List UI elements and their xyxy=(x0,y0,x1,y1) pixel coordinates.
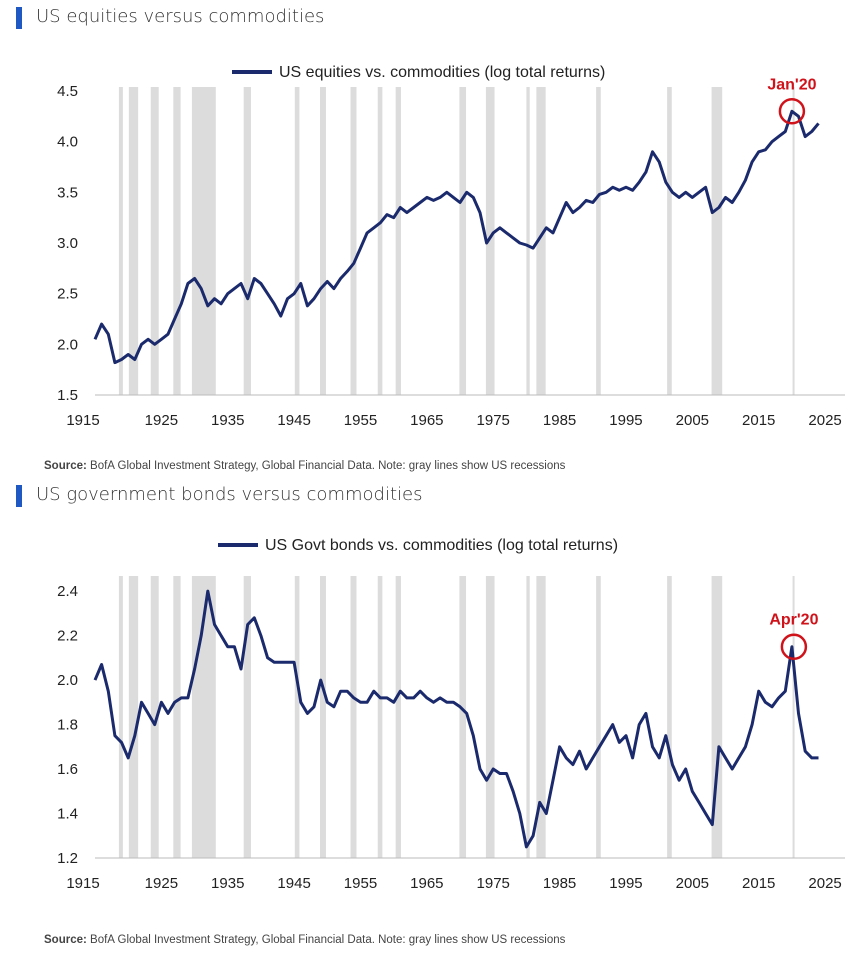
recession-band xyxy=(377,576,383,858)
source-text: BofA Global Investment Strategy, Global … xyxy=(90,934,566,946)
x-tick-label: 1945 xyxy=(277,875,310,892)
panel2-header-text: US government bonds versus commodities xyxy=(36,484,423,505)
y-tick-label: 3.5 xyxy=(57,184,78,201)
panel2-header: US government bonds versus commodities xyxy=(16,484,423,507)
recession-band xyxy=(118,87,123,395)
y-tick-label: 1.8 xyxy=(57,717,78,734)
x-tick-label: 2005 xyxy=(676,875,709,892)
recession-band xyxy=(526,576,530,858)
y-tick-label: 4.0 xyxy=(57,134,78,151)
x-tick-label: 1995 xyxy=(609,412,642,429)
x-tick-label: 1965 xyxy=(410,875,443,892)
x-tick-label: 2005 xyxy=(676,412,709,429)
recession-band xyxy=(150,576,159,858)
recession-band xyxy=(118,576,123,858)
y-tick-label: 2.4 xyxy=(57,583,78,600)
recession-band xyxy=(128,576,139,858)
annotation-label: Apr'20 xyxy=(769,612,818,629)
y-tick-label: 2.2 xyxy=(57,628,78,645)
annotation-circle xyxy=(778,98,806,125)
x-tick-label: 1955 xyxy=(344,875,377,892)
panel1-header-text: US equities versus commodities xyxy=(36,6,325,27)
x-tick-label: 1925 xyxy=(145,412,178,429)
series-line xyxy=(93,109,820,365)
x-tick-label: 1985 xyxy=(543,875,576,892)
legend-label: US Govt bonds vs. commodities (log total… xyxy=(265,537,618,554)
source-label: Source: xyxy=(44,934,87,946)
y-tick-label: 2.0 xyxy=(57,672,78,689)
recession-band xyxy=(596,576,601,858)
x-tick-label: 1965 xyxy=(410,412,443,429)
x-tick-label: 1935 xyxy=(211,875,244,892)
recession-band xyxy=(459,576,467,858)
y-tick-label: 1.4 xyxy=(57,806,78,823)
recession-band xyxy=(526,87,530,395)
x-tick-label: 1925 xyxy=(145,875,178,892)
annotation-circle xyxy=(780,633,808,660)
recession-band xyxy=(536,87,546,395)
y-tick-label: 2.5 xyxy=(57,286,78,303)
y-tick-label: 3.0 xyxy=(57,235,78,252)
recession-band xyxy=(128,87,139,395)
x-tick-label: 1995 xyxy=(609,875,642,892)
recession-band xyxy=(667,576,672,858)
recession-band xyxy=(536,576,546,858)
recession-band xyxy=(243,576,251,858)
panel2-source: Source: BofA Global Investment Strategy,… xyxy=(44,934,565,946)
source-label: Source: xyxy=(44,460,87,472)
recession-band xyxy=(350,87,357,395)
recession-band xyxy=(667,87,672,395)
x-tick-label: 1955 xyxy=(344,412,377,429)
recession-band xyxy=(320,576,326,858)
x-tick-label: 1975 xyxy=(477,875,510,892)
recession-band xyxy=(485,87,495,395)
y-tick-label: 1.6 xyxy=(57,761,78,778)
equities-commodities-chart: 1.5 2.0 2.5 3.0 3.5 4.0 4.5 1915 1925 1935 1945 195… xyxy=(57,64,845,429)
annotation-label: Jan'20 xyxy=(767,76,816,93)
recession-band xyxy=(792,87,795,395)
recession-band xyxy=(350,576,357,858)
recession-band xyxy=(191,87,216,395)
recession-band xyxy=(294,87,300,395)
panel1-source: Source: BofA Global Investment Strategy,… xyxy=(44,460,565,472)
recession-band xyxy=(173,87,181,395)
recession-band xyxy=(711,576,723,858)
x-tick-label: 2025 xyxy=(808,412,841,429)
source-text: BofA Global Investment Strategy, Global … xyxy=(90,460,566,472)
bonds-commodities-chart: 1.2 1.4 1.6 1.8 2.0 2.2 2.4 1915 1925 1935 1945 195… xyxy=(57,537,845,892)
recession-band xyxy=(596,87,601,395)
x-tick-label: 1945 xyxy=(277,412,310,429)
x-tick-label: 1915 xyxy=(66,412,99,429)
header-accent-bar xyxy=(16,485,22,507)
x-tick-label: 1985 xyxy=(543,412,576,429)
recession-band xyxy=(485,576,495,858)
series-line xyxy=(93,589,819,849)
recession-band xyxy=(243,87,251,395)
panel1-header: US equities versus commodities xyxy=(16,6,325,29)
x-tick-label: 1935 xyxy=(211,412,244,429)
recession-band xyxy=(294,576,300,858)
recession-band xyxy=(320,87,326,395)
recession-band xyxy=(395,87,401,395)
y-tick-label: 1.2 xyxy=(57,850,78,867)
x-tick-label: 2015 xyxy=(742,875,775,892)
recession-band xyxy=(792,576,795,858)
recession-band xyxy=(173,576,181,858)
recession-band xyxy=(150,87,159,395)
x-tick-label: 2025 xyxy=(808,875,841,892)
legend-label: US equities vs. commodities (log total r… xyxy=(279,64,605,81)
recession-band xyxy=(711,87,723,395)
recession-band xyxy=(459,87,467,395)
y-tick-label: 2.0 xyxy=(57,336,78,353)
y-tick-label: 4.5 xyxy=(57,83,78,100)
x-tick-label: 1915 xyxy=(66,875,99,892)
x-tick-label: 2015 xyxy=(742,412,775,429)
recession-band xyxy=(377,87,383,395)
recession-band xyxy=(395,576,401,858)
x-tick-label: 1975 xyxy=(477,412,510,429)
y-tick-label: 1.5 xyxy=(57,387,78,404)
header-accent-bar xyxy=(16,7,22,29)
